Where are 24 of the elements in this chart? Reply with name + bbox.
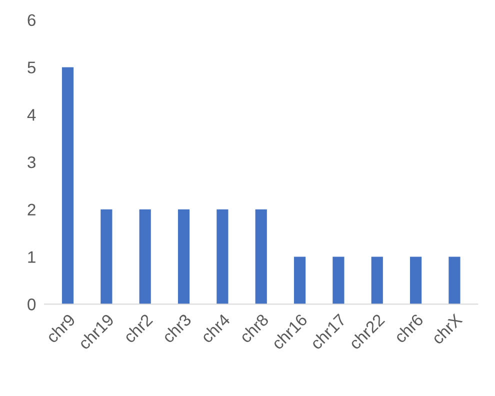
- y-tick-label: 4: [27, 109, 36, 121]
- x-tick-label: chr8: [238, 312, 270, 344]
- bar: [255, 209, 267, 304]
- x-tick-label: chr9: [45, 313, 76, 344]
- bar: [448, 256, 460, 304]
- bar: [139, 209, 151, 304]
- bar: [410, 256, 422, 304]
- x-tick-label: chr3: [161, 312, 192, 344]
- y-tick-label: 6: [28, 14, 36, 26]
- x-tick-label: chr4: [200, 312, 231, 344]
- y-tick-label: 5: [28, 62, 36, 74]
- bar: [178, 209, 190, 304]
- bar: [100, 209, 112, 304]
- bar: [371, 256, 383, 304]
- x-tick-label: chr6: [393, 312, 424, 344]
- y-tick-label: 3: [28, 156, 36, 168]
- y-tick-label: 2: [28, 204, 36, 216]
- y-tick-label: 0: [28, 298, 36, 310]
- bar: [294, 256, 306, 304]
- bar: [216, 209, 228, 304]
- y-tick-label: 1: [28, 251, 36, 263]
- x-tick-label: chr2: [122, 313, 154, 344]
- bar: [332, 256, 344, 304]
- bar: [62, 67, 74, 304]
